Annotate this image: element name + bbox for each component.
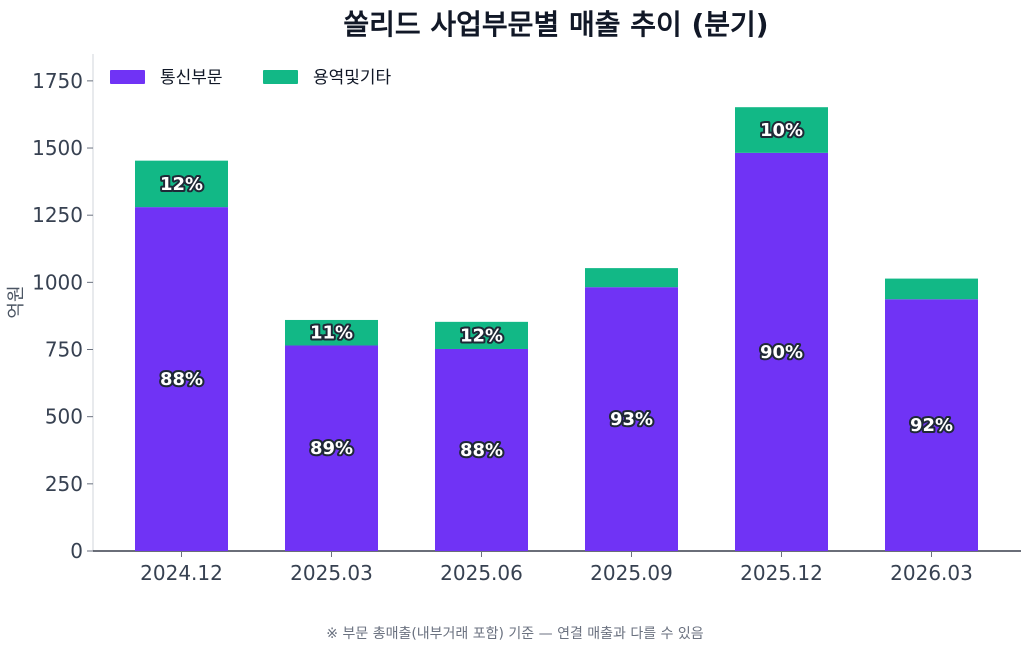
bar-segment xyxy=(885,299,978,551)
y-axis-label: 억원 xyxy=(6,285,27,318)
segment-percent-label: 12% xyxy=(460,325,503,346)
legend-swatch-services xyxy=(263,70,298,84)
y-tick-label: 500 xyxy=(45,405,83,429)
segment-percent-label: 90% xyxy=(760,342,803,363)
segment-percent-label: 89% xyxy=(310,438,353,459)
segment-percent-label: 10% xyxy=(760,120,803,141)
bar-segment xyxy=(285,345,378,551)
segment-percent-label: 11% xyxy=(310,323,353,344)
x-tick-label: 2025.09 xyxy=(590,561,673,585)
y-axis-ticks: 0 250 500 750 1000 1250 1500 1750 xyxy=(32,69,93,563)
bar-segment xyxy=(885,278,978,300)
segment-percent-label: 12% xyxy=(160,174,203,195)
x-tick-label: 2025.06 xyxy=(440,561,523,585)
segment-percent-label: 93% xyxy=(610,409,653,430)
segment-percent-label: 92% xyxy=(910,415,953,436)
bar-segment xyxy=(735,152,828,551)
y-tick-label: 1500 xyxy=(32,136,83,160)
bar-segment xyxy=(435,321,528,349)
bar-segment xyxy=(735,107,828,153)
bar-segment xyxy=(135,160,228,208)
x-axis-ticks: 2024.12 2025.03 2025.06 2025.09 2025.12 2026.… xyxy=(140,551,973,585)
y-tick-label: 750 xyxy=(45,338,83,362)
y-tick-label: 1250 xyxy=(32,203,83,227)
x-tick-label: 2026.03 xyxy=(890,561,973,585)
legend-swatch-communications xyxy=(110,70,145,84)
bar-segment xyxy=(585,268,678,288)
segment-percent-label: 88% xyxy=(160,369,203,390)
legend-label-communications: 통신부문 xyxy=(160,68,223,88)
chart-title: 쏠리드 사업부문별 매출 추이 (분기) xyxy=(343,8,768,41)
footnote: ※ 부문 총매출(내부거래 포함) 기준 — 연결 매출과 다를 수 있음 xyxy=(326,626,704,642)
bar-segment xyxy=(435,348,528,551)
legend-label-services: 용역및기타 xyxy=(313,68,392,88)
y-tick-label: 0 xyxy=(70,539,83,563)
y-tick-label: 250 xyxy=(45,472,83,496)
segment-percent-label: 88% xyxy=(460,440,503,461)
legend: 통신부문 용역및기타 xyxy=(110,68,392,88)
y-tick-label: 1000 xyxy=(32,270,83,294)
y-tick-label: 1750 xyxy=(32,69,83,93)
bar-segment xyxy=(135,207,228,551)
bar-segment xyxy=(285,319,378,346)
bar-segment xyxy=(585,287,678,551)
x-tick-label: 2024.12 xyxy=(140,561,223,585)
bar-series: 88% 12% 89% 11% 88% 12% 93% 90% 10% 92% xyxy=(135,107,978,551)
x-tick-label: 2025.12 xyxy=(740,561,823,585)
x-tick-label: 2025.03 xyxy=(290,561,373,585)
